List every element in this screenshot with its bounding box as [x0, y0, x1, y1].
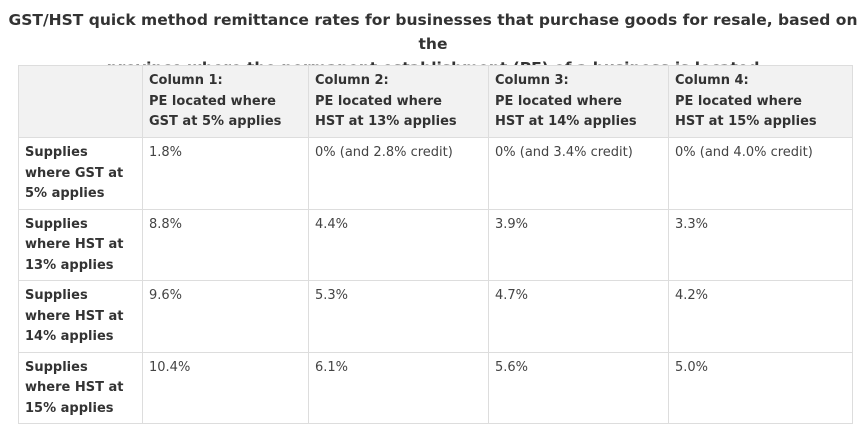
rate-cell: 5.6%	[488, 351, 669, 424]
rate-cell: 5.3%	[308, 280, 489, 353]
rate-cell: 0% (and 3.4% credit)	[488, 137, 669, 210]
column-header-1: Column 1: PE located where GST at 5% app…	[142, 65, 309, 138]
row-header: Supplies where HST at 13% applies	[18, 208, 143, 281]
column-label: Column 1:	[149, 73, 223, 88]
rate-cell: 4.4%	[308, 208, 489, 281]
column-label: Column 2:	[315, 73, 389, 88]
rate-cell: 0% (and 4.0% credit)	[668, 137, 853, 210]
column-desc: HST at 13% applies	[315, 114, 457, 129]
column-header-2: Column 2: PE located where HST at 13% ap…	[308, 65, 489, 138]
remittance-rates-table: Column 1: PE located where GST at 5% app…	[18, 65, 853, 424]
column-desc: PE located where	[315, 93, 442, 109]
rate-cell: 1.8%	[142, 137, 309, 210]
row-header: Supplies where HST at 14% applies	[18, 280, 143, 353]
column-label: Column 3:	[495, 73, 569, 88]
column-desc: PE located where	[495, 93, 622, 109]
table-row: Supplies where HST at 13% applies 8.8% 4…	[18, 208, 853, 281]
rate-cell: 4.7%	[488, 280, 669, 353]
header-row: Column 1: PE located where GST at 5% app…	[18, 65, 853, 138]
caption-line-1: GST/HST quick method remittance rates fo…	[8, 11, 858, 53]
rate-cell: 3.3%	[668, 208, 853, 281]
rate-cell: 5.0%	[668, 351, 853, 424]
row-header: Supplies where HST at 15% applies	[18, 351, 143, 424]
rate-cell: 6.1%	[308, 351, 489, 424]
row-header: Supplies where GST at 5% applies	[18, 137, 143, 210]
column-header-3: Column 3: PE located where HST at 14% ap…	[488, 65, 669, 138]
corner-cell	[18, 65, 143, 138]
column-desc: HST at 15% applies	[675, 114, 817, 129]
column-label: Column 4:	[675, 73, 749, 88]
rate-cell: 4.2%	[668, 280, 853, 353]
rate-cell: 8.8%	[142, 208, 309, 281]
rate-cell: 0% (and 2.8% credit)	[308, 137, 489, 210]
rate-cell: 9.6%	[142, 280, 309, 353]
rate-cell: 10.4%	[142, 351, 309, 424]
table-row: Supplies where HST at 14% applies 9.6% 5…	[18, 280, 853, 353]
table-row: Supplies where GST at 5% applies 1.8% 0%…	[18, 137, 853, 210]
column-desc: PE located where	[675, 93, 802, 109]
column-desc: PE located where	[149, 93, 276, 109]
column-header-4: Column 4: PE located where HST at 15% ap…	[668, 65, 853, 138]
table-row: Supplies where HST at 15% applies 10.4% …	[18, 351, 853, 424]
rate-cell: 3.9%	[488, 208, 669, 281]
column-desc: GST at 5% applies	[149, 114, 282, 129]
column-desc: HST at 14% applies	[495, 114, 637, 129]
